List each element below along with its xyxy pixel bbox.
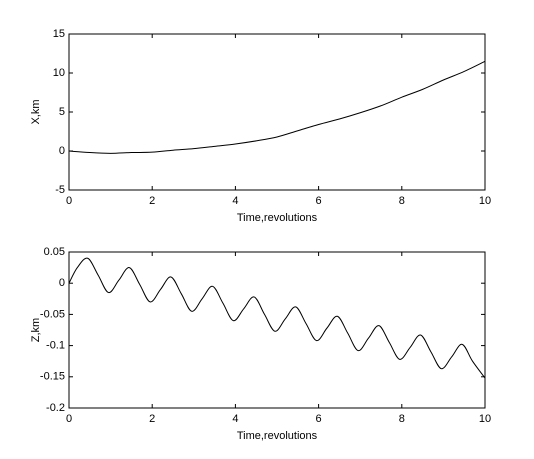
subplot: 0 2 4 6 8 10 -0.2 -0.15 -0.1 -0.05 0 0.05 Time,revol…: [30, 246, 491, 442]
x-tick-label: 4: [232, 413, 238, 425]
x-tick-label: 8: [399, 413, 405, 425]
y-tick-label: 0: [59, 145, 65, 157]
y-tick-label: -0.2: [46, 402, 65, 414]
y-axis-label: Z,km: [30, 318, 42, 342]
x-tick-label: 4: [232, 195, 238, 207]
x-tick-label: 0: [66, 413, 72, 425]
y-tick-label: 0.05: [44, 246, 65, 258]
y-tick-label: 10: [53, 67, 65, 79]
x-tick-label: 10: [479, 195, 491, 207]
y-tick-label: -0.05: [40, 308, 65, 320]
y-tick-label: 5: [59, 106, 65, 118]
x-tick-label: 8: [399, 195, 405, 207]
y-tick-label: -0.1: [46, 340, 65, 352]
data-line: [68, 60, 486, 154]
x-tick-label: 0: [66, 195, 72, 207]
y-tick-label: 0: [59, 277, 65, 289]
x-tick-label: 6: [316, 195, 322, 207]
x-tick-label: 2: [149, 413, 155, 425]
x-tick-label: 6: [316, 413, 322, 425]
data-line: [68, 257, 486, 379]
y-tick-label: 15: [53, 28, 65, 40]
y-axis-label: X,km: [30, 99, 42, 124]
x-axis-label: Time,revolutions: [237, 430, 318, 442]
y-tick-label: -5: [55, 184, 65, 196]
x-tick-label: 2: [149, 195, 155, 207]
plot-area: [68, 33, 486, 191]
y-tick-label: -0.15: [40, 371, 65, 383]
x-axis-label: Time,revolutions: [237, 212, 318, 224]
x-tick-label: 10: [479, 413, 491, 425]
